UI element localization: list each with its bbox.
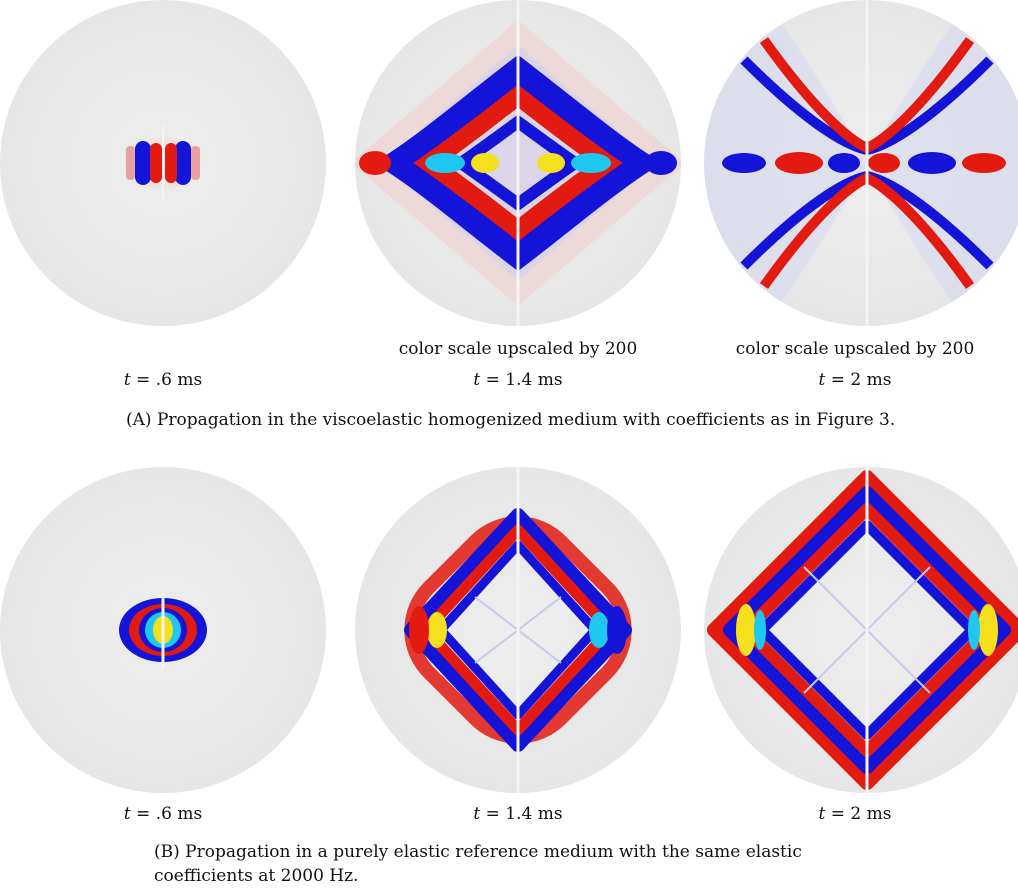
wavefield-image bbox=[704, 467, 1018, 793]
wavefield-image bbox=[0, 467, 326, 793]
time-label: t = 1.4 ms bbox=[473, 804, 563, 824]
scale-note: color scale upscaled by 200 bbox=[398, 339, 638, 359]
wavefield-image bbox=[0, 0, 326, 326]
time-label: t = 1.4 ms bbox=[473, 370, 563, 390]
time-label: t = .6 ms bbox=[123, 804, 203, 824]
time-label: t = 2 ms bbox=[818, 804, 892, 824]
time-label: t = 2 ms bbox=[818, 370, 892, 390]
panel-b-t20 bbox=[704, 467, 1018, 793]
panel-b-t14 bbox=[355, 467, 681, 793]
panel-b-t06 bbox=[0, 467, 326, 793]
caption-b: (B) Propagation in a purely elastic refe… bbox=[154, 842, 802, 886]
wavefield-image bbox=[355, 467, 681, 793]
panel-a-t06 bbox=[0, 0, 326, 326]
wavefield-image bbox=[355, 0, 681, 326]
scale-note: color scale upscaled by 200 bbox=[735, 339, 975, 359]
time-label: t = .6 ms bbox=[123, 370, 203, 390]
panel-a-t14 bbox=[355, 0, 681, 326]
wavefield-image bbox=[704, 0, 1018, 326]
caption-a: (A) Propagation in the viscoelastic homo… bbox=[126, 410, 896, 430]
panel-a-t20 bbox=[704, 0, 1018, 326]
